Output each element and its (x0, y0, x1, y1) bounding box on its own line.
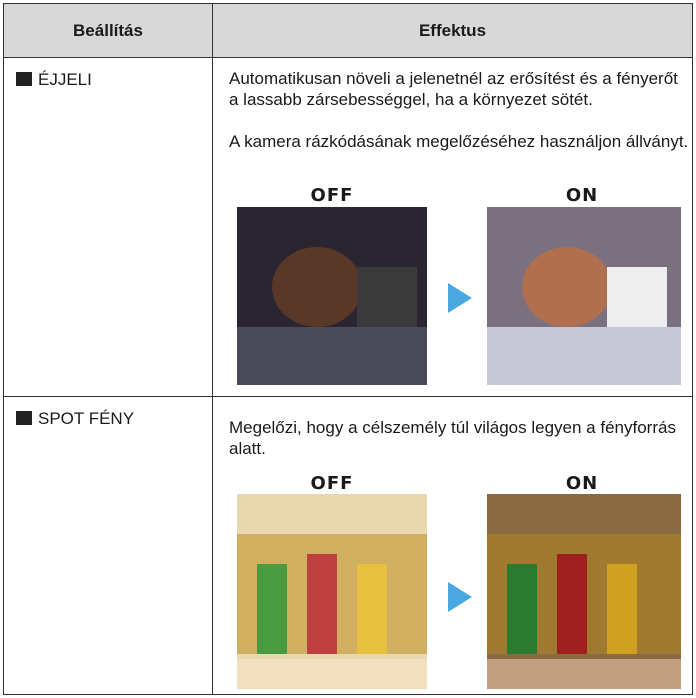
header-text: Beállítás (73, 20, 143, 40)
effect-cell: Automatikusan növeli a jelenetnél az erő… (212, 57, 693, 397)
effect-text: Automatikusan növeli a jelenetnél az erő… (229, 69, 678, 109)
arrow (448, 582, 472, 612)
before-label: OFF (310, 185, 354, 206)
header-cell: Effektus (212, 3, 693, 58)
icon (16, 411, 32, 425)
photo-after (487, 494, 681, 689)
setting-text: ÉJJELI (38, 70, 92, 89)
setting-cell: ÉJJELI (3, 57, 213, 397)
arrow (448, 283, 472, 313)
effect-cell: Megelőzi, hogy a célszemély túl világos … (212, 396, 693, 695)
photo-before (237, 207, 427, 385)
header-text: Effektus (418, 20, 487, 40)
photo-after (487, 207, 681, 385)
setting-cell: SPOT FÉNY (3, 396, 213, 695)
header-cell: Beállítás (3, 3, 213, 58)
after-label: ON (565, 473, 599, 494)
setting-text: SPOT FÉNY (38, 409, 135, 428)
after-label: ON (565, 185, 599, 206)
before-label: OFF (310, 473, 354, 494)
photo-before (237, 494, 427, 689)
effect-text: Megelőzi, hogy a célszemély túl világos … (229, 418, 676, 458)
icon (16, 72, 32, 86)
effect-text: A kamera rázkódásának megelőzéséhez hasz… (229, 132, 689, 151)
